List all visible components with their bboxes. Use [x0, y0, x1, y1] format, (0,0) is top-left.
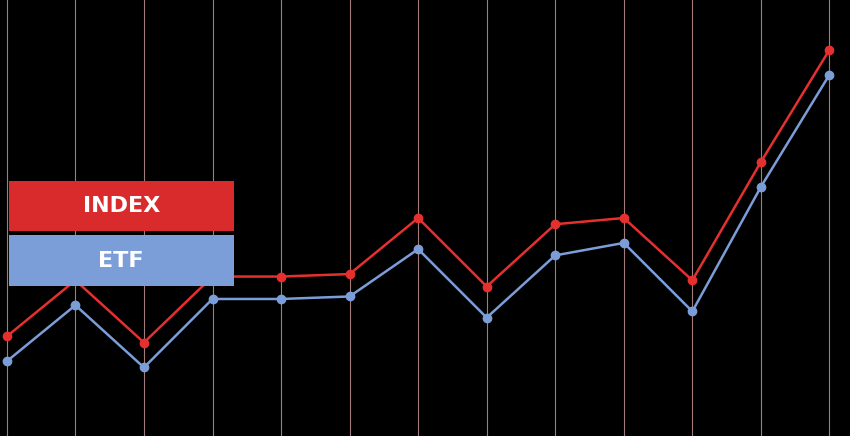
ETF — [139, 365, 149, 370]
INDEX — [413, 215, 423, 221]
INDEX — [207, 274, 218, 279]
ETF — [71, 303, 81, 308]
INDEX — [619, 215, 629, 221]
ETF — [824, 72, 835, 77]
INDEX — [344, 272, 354, 277]
ETF — [207, 296, 218, 302]
INDEX — [824, 47, 835, 52]
Line: INDEX: INDEX — [3, 46, 834, 347]
ETF — [550, 253, 560, 258]
INDEX — [139, 340, 149, 345]
ETF — [413, 246, 423, 252]
Text: INDEX: INDEX — [82, 196, 160, 216]
INDEX — [550, 221, 560, 227]
INDEX — [688, 278, 698, 283]
Text: ETF: ETF — [99, 251, 144, 270]
ETF — [482, 315, 492, 320]
ETF — [2, 359, 12, 364]
INDEX — [276, 274, 286, 279]
Line: ETF: ETF — [3, 71, 834, 371]
INDEX — [756, 159, 766, 164]
ETF — [688, 309, 698, 314]
ETF — [276, 296, 286, 302]
ETF — [756, 184, 766, 190]
INDEX — [482, 284, 492, 289]
INDEX — [71, 278, 81, 283]
ETF — [619, 240, 629, 245]
INDEX — [2, 334, 12, 339]
ETF — [344, 294, 354, 299]
